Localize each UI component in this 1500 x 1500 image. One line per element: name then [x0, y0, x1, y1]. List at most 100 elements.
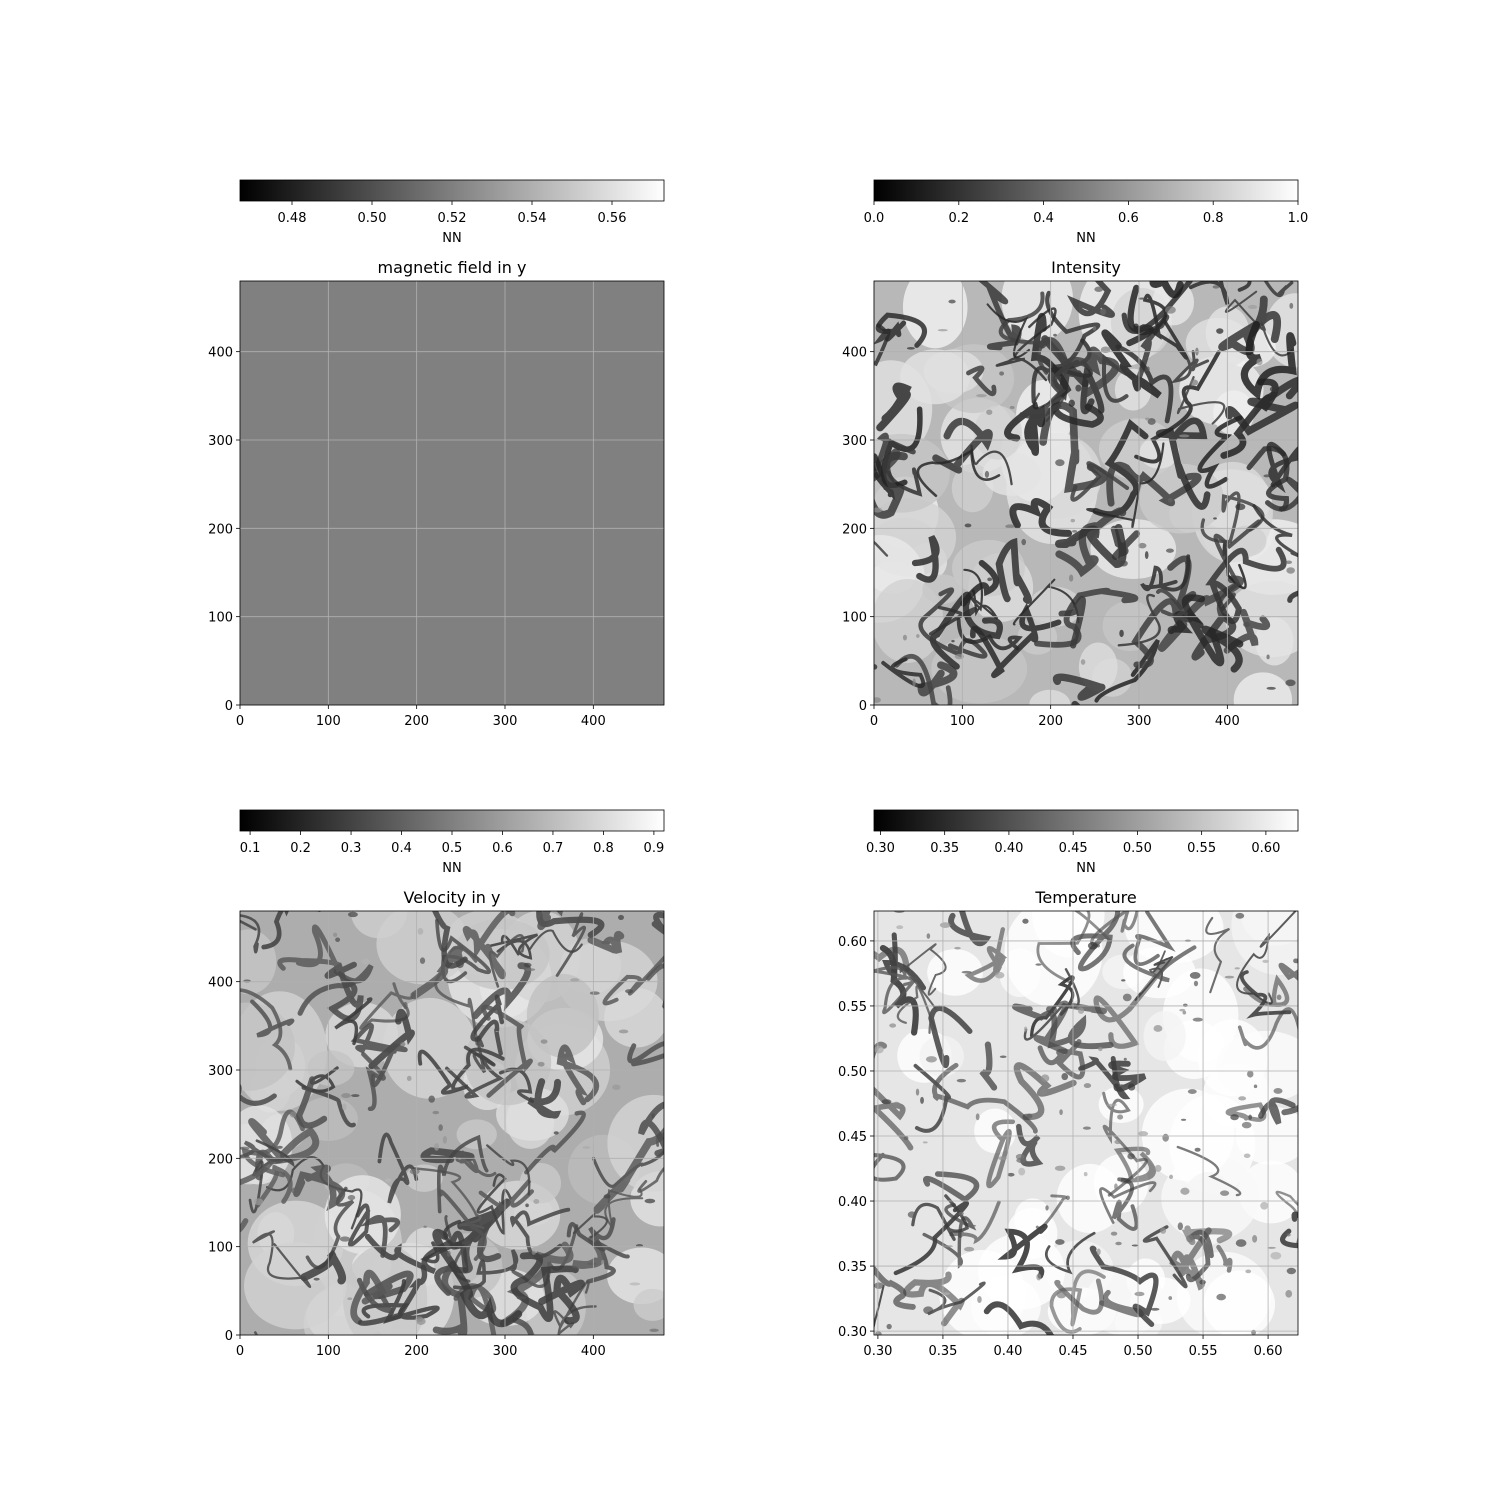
blob	[1061, 1073, 1069, 1081]
blob	[291, 1187, 300, 1195]
dark-lane	[1142, 1225, 1188, 1289]
dark-lane	[481, 1004, 533, 1098]
blob	[603, 1194, 611, 1199]
blob	[1248, 1114, 1253, 1120]
dark-lane	[1243, 974, 1290, 1008]
blob	[1213, 517, 1217, 520]
dark-lane	[1225, 1102, 1267, 1122]
y-tick-label: 0.45	[838, 1130, 867, 1145]
blob	[999, 1055, 1007, 1058]
granule	[1143, 1011, 1186, 1061]
dark-lane	[1108, 1060, 1147, 1092]
blob	[1153, 1025, 1163, 1032]
colorbar-tick-label: 0.8	[1203, 211, 1224, 226]
blob	[1075, 384, 1082, 392]
dark-lane	[240, 1156, 276, 1233]
subplot-3: 0.1 0.2 0.3 0.4 0.5 0.6 0.7 0.8 0.9 NN Velocity in…	[208, 809, 665, 1359]
blob	[874, 1282, 884, 1289]
dark-lane	[1225, 376, 1298, 436]
blob	[1183, 1003, 1188, 1007]
blob	[1072, 530, 1078, 533]
blob	[1127, 1153, 1135, 1160]
dark-lane	[1122, 943, 1197, 983]
dark-lane	[949, 1200, 1001, 1245]
dark-lane	[364, 1231, 469, 1275]
dark-lane	[1055, 507, 1127, 578]
blob	[1177, 1222, 1184, 1231]
blob	[385, 1178, 392, 1183]
blob	[1248, 304, 1258, 309]
y-tick-label: 0.60	[838, 935, 867, 950]
granule	[982, 452, 1041, 496]
dark-lane	[874, 540, 889, 557]
dark-lane	[255, 1165, 293, 1208]
blob	[625, 989, 634, 994]
dark-lane	[913, 1063, 951, 1133]
colorbar-label: NN	[442, 231, 461, 246]
blob	[1220, 1190, 1230, 1196]
blob	[1092, 325, 1097, 331]
colorbar-tick-label: 0.60	[1251, 841, 1280, 856]
dark-lane	[470, 994, 505, 1056]
blob	[984, 470, 990, 478]
granule	[927, 949, 983, 996]
dark-lane	[956, 617, 1023, 651]
blob	[1285, 560, 1293, 565]
dark-lane	[261, 911, 321, 950]
blob	[629, 1282, 641, 1286]
dark-lane	[452, 1249, 519, 1290]
blob	[881, 1099, 892, 1105]
blob	[896, 925, 904, 930]
blob	[1251, 1329, 1256, 1335]
blob	[589, 991, 600, 995]
dark-lane	[960, 560, 999, 607]
dark-lane	[874, 451, 908, 519]
dark-lane	[875, 312, 927, 348]
blob	[915, 1088, 920, 1096]
blob	[977, 1296, 982, 1304]
dark-lane	[361, 1051, 386, 1112]
blob	[1069, 574, 1074, 582]
dark-lane	[1023, 968, 1080, 1041]
blob	[1035, 963, 1042, 966]
dark-lane	[1263, 281, 1294, 297]
dark-lane	[874, 965, 918, 1015]
granule	[604, 987, 664, 1048]
y-tick-label: 300	[842, 434, 867, 449]
blob	[1179, 434, 1190, 438]
x-tick-label: 400	[581, 714, 606, 729]
blob	[1199, 1279, 1206, 1285]
dark-lane	[1149, 281, 1184, 299]
granule	[1078, 642, 1118, 692]
blob	[347, 1297, 353, 1301]
blob	[289, 1111, 297, 1118]
blob	[961, 970, 972, 974]
blob	[1286, 567, 1295, 574]
blob	[350, 996, 355, 999]
blob	[964, 523, 972, 528]
dark-lane	[1030, 312, 1104, 428]
blob	[553, 1131, 559, 1135]
blob	[1117, 1114, 1124, 1120]
blob	[1164, 306, 1176, 314]
blob	[1045, 1005, 1057, 1014]
dark-lane	[1038, 336, 1120, 398]
blob	[1276, 994, 1282, 1001]
blob	[434, 1143, 440, 1151]
blob	[1053, 333, 1057, 337]
dark-lane	[995, 537, 1033, 604]
blob	[409, 1168, 420, 1175]
dark-lane	[876, 382, 912, 432]
blob	[1082, 1126, 1091, 1130]
dark-lane	[1223, 608, 1271, 654]
blob	[912, 678, 916, 687]
blob	[1243, 1153, 1251, 1159]
colorbar	[873, 179, 1299, 202]
dark-lane	[1092, 418, 1149, 518]
dark-lane	[572, 1213, 609, 1239]
blob	[1266, 654, 1270, 660]
dark-lane	[627, 1041, 664, 1067]
dark-lane	[1121, 281, 1193, 334]
blob	[1192, 1017, 1203, 1022]
